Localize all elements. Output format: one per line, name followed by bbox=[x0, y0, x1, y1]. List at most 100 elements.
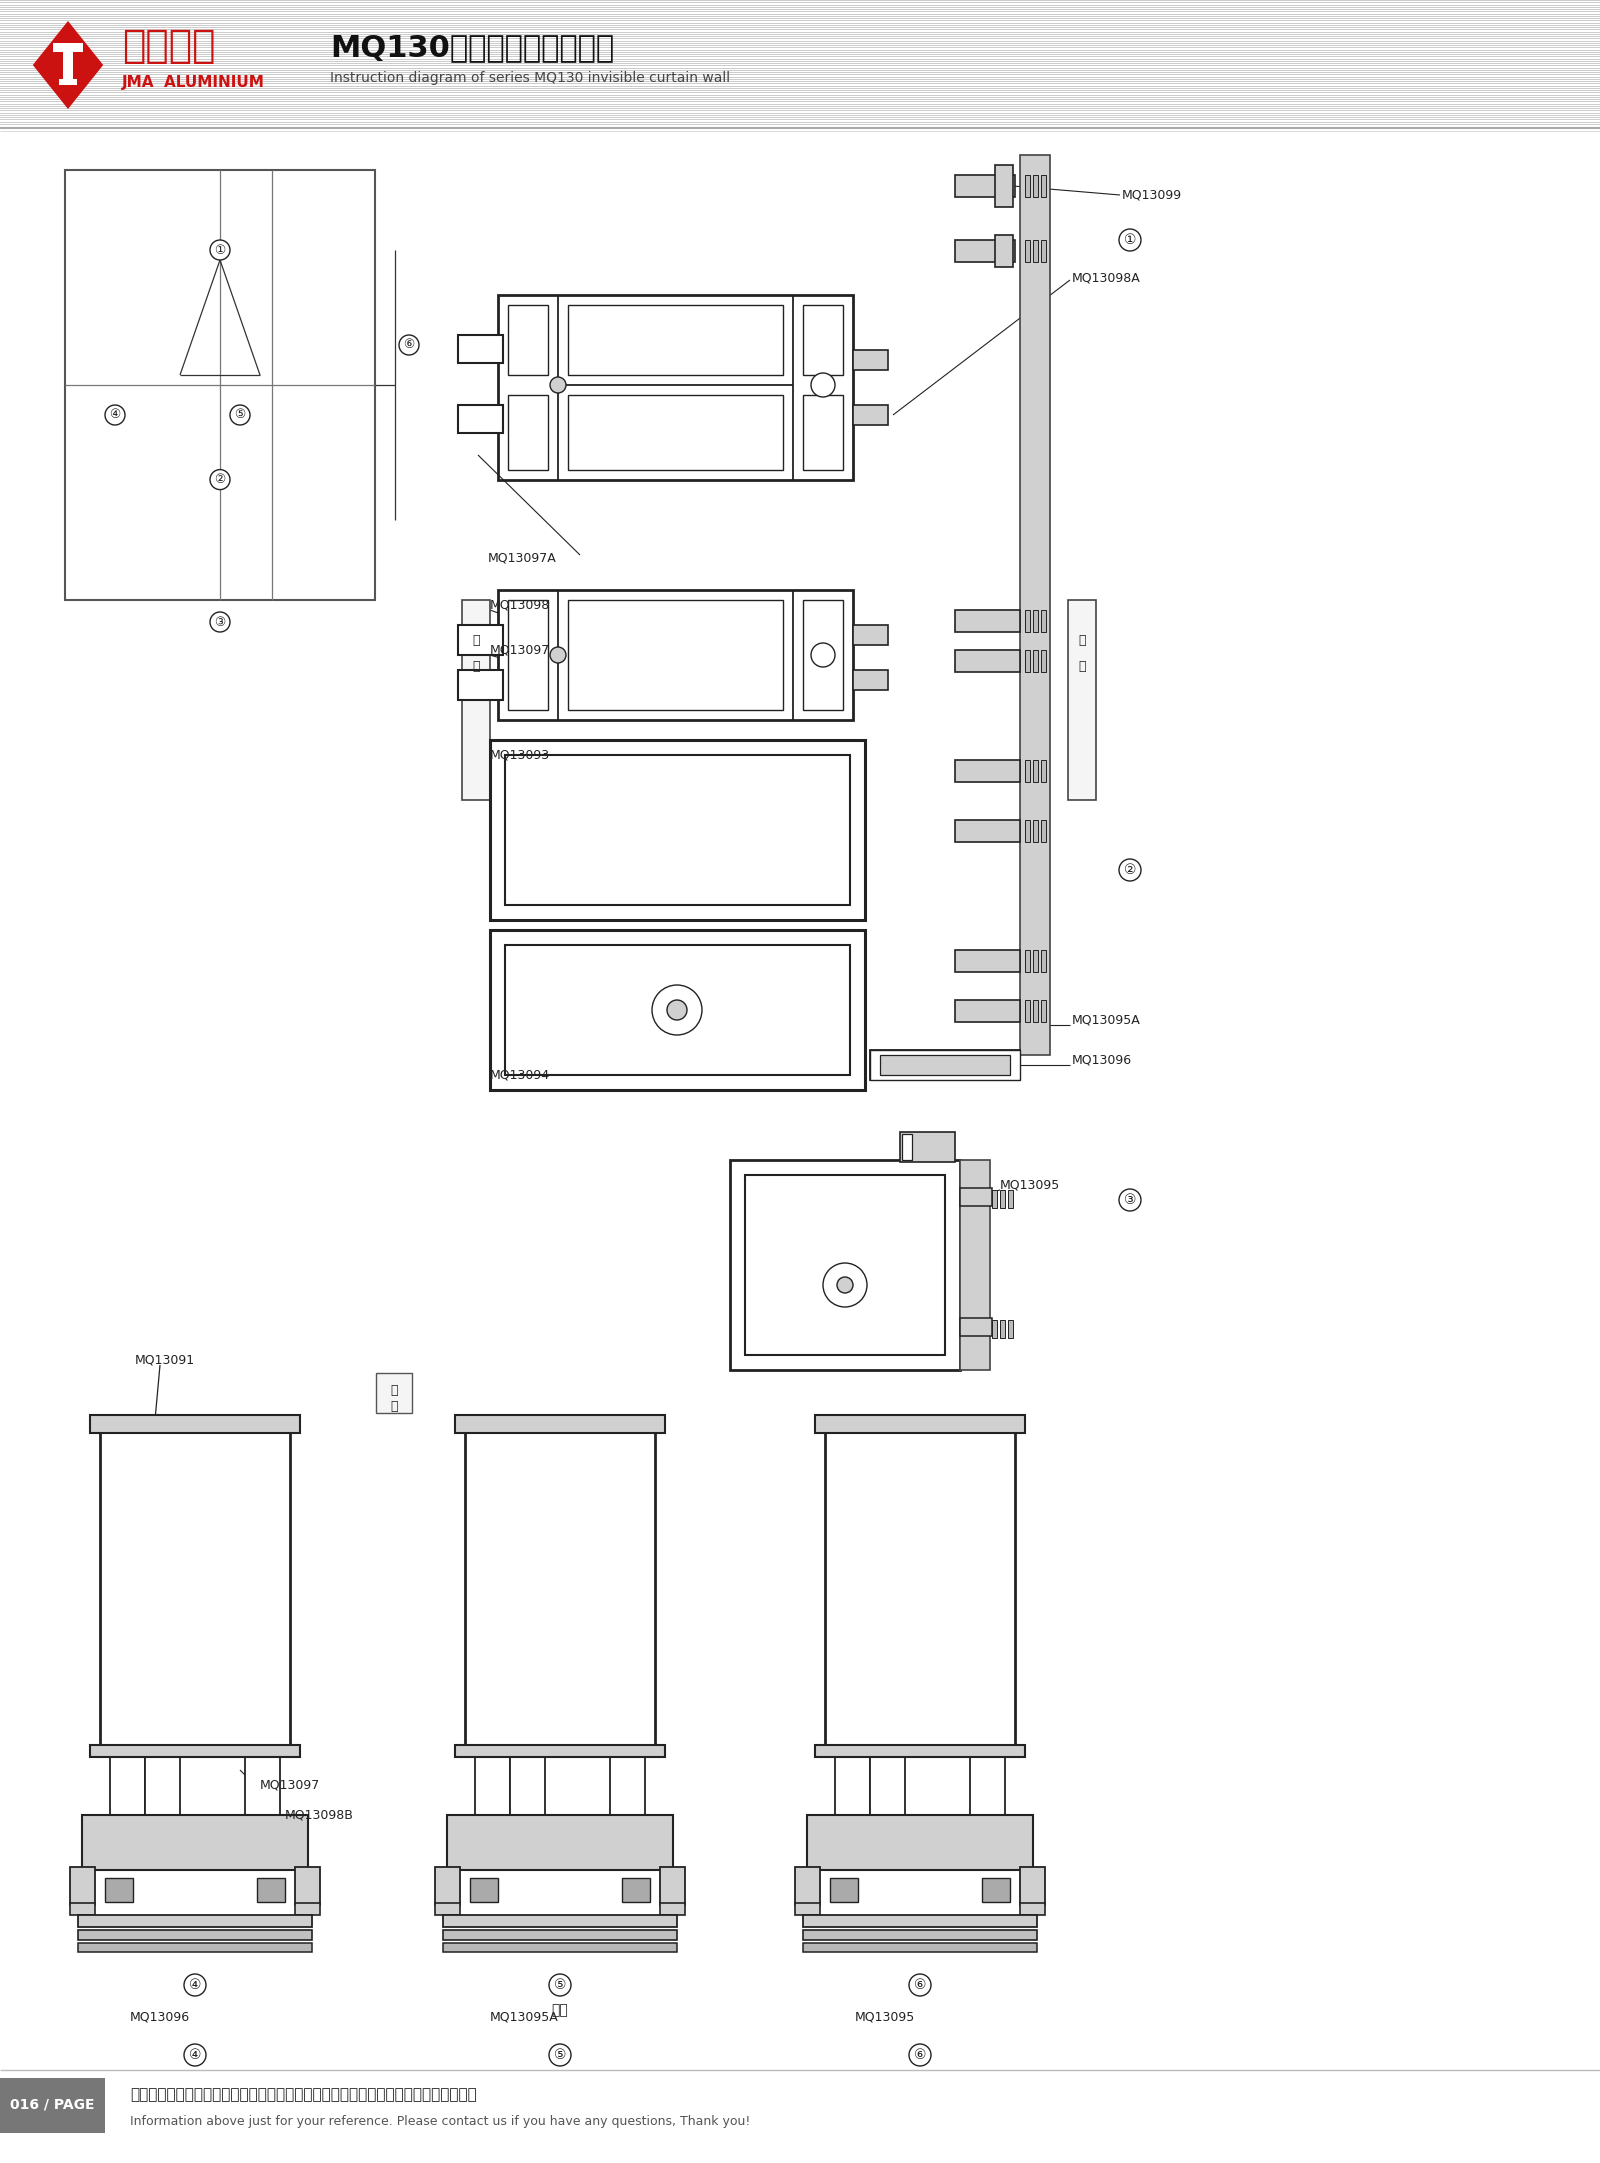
Bar bbox=[462, 599, 490, 800]
Bar bbox=[294, 1903, 320, 1914]
Bar bbox=[443, 1929, 677, 1940]
Circle shape bbox=[1118, 229, 1141, 251]
Bar bbox=[955, 950, 1021, 971]
Bar bbox=[803, 1914, 1037, 1927]
Bar bbox=[955, 651, 1021, 673]
Bar bbox=[458, 671, 502, 701]
Text: ③: ③ bbox=[214, 616, 226, 629]
Circle shape bbox=[811, 372, 835, 398]
Bar bbox=[70, 1867, 94, 1906]
Bar bbox=[509, 305, 547, 374]
Bar bbox=[1026, 240, 1030, 262]
Bar bbox=[498, 590, 853, 720]
Bar bbox=[661, 1867, 685, 1906]
Circle shape bbox=[184, 1975, 206, 1996]
Bar bbox=[443, 1914, 677, 1927]
Text: 室: 室 bbox=[472, 634, 480, 647]
Bar bbox=[1034, 759, 1038, 783]
Bar bbox=[960, 1317, 992, 1337]
Bar bbox=[1034, 651, 1038, 673]
Bar bbox=[992, 1319, 997, 1339]
Bar bbox=[568, 305, 782, 374]
Text: 外: 外 bbox=[1078, 660, 1086, 673]
Bar bbox=[1026, 175, 1030, 197]
Bar bbox=[1000, 1319, 1005, 1339]
Bar bbox=[803, 599, 843, 709]
Bar bbox=[955, 240, 1014, 262]
Text: MQ13096: MQ13096 bbox=[1072, 1053, 1133, 1066]
Bar bbox=[1034, 999, 1038, 1021]
Text: ⑤: ⑤ bbox=[554, 1977, 566, 1992]
Text: JMA  ALUMINIUM: JMA ALUMINIUM bbox=[122, 74, 266, 89]
Circle shape bbox=[550, 647, 566, 664]
Circle shape bbox=[909, 1975, 931, 1996]
Bar bbox=[1042, 820, 1046, 841]
Circle shape bbox=[1118, 859, 1141, 880]
Bar bbox=[814, 1746, 1026, 1756]
Bar bbox=[1042, 950, 1046, 971]
Text: ⑥: ⑥ bbox=[403, 337, 414, 353]
Bar bbox=[870, 1049, 1021, 1079]
Bar bbox=[0, 0, 1600, 130]
Bar bbox=[803, 1942, 1037, 1951]
Bar bbox=[1021, 1903, 1045, 1914]
Polygon shape bbox=[32, 22, 102, 108]
Bar bbox=[435, 1867, 461, 1906]
Text: ①: ① bbox=[214, 244, 226, 257]
Circle shape bbox=[210, 240, 230, 260]
Circle shape bbox=[1118, 1190, 1141, 1211]
Text: MQ13098A: MQ13098A bbox=[1072, 273, 1141, 286]
Bar bbox=[446, 1815, 674, 1871]
Bar bbox=[803, 305, 843, 374]
Bar bbox=[510, 1756, 546, 1817]
Text: MQ13095: MQ13095 bbox=[1000, 1179, 1061, 1192]
Bar bbox=[1026, 759, 1030, 783]
Bar bbox=[1042, 651, 1046, 673]
Bar bbox=[1034, 950, 1038, 971]
Bar bbox=[78, 1914, 312, 1927]
Bar bbox=[1042, 610, 1046, 632]
Bar bbox=[470, 1877, 498, 1901]
Bar bbox=[1042, 759, 1046, 783]
Bar bbox=[458, 404, 502, 433]
Text: ②: ② bbox=[214, 474, 226, 487]
Circle shape bbox=[210, 612, 230, 632]
Text: ④: ④ bbox=[109, 409, 120, 422]
Text: 内: 内 bbox=[390, 1399, 398, 1412]
Bar bbox=[661, 1903, 685, 1914]
Text: ④: ④ bbox=[189, 1977, 202, 1992]
Bar bbox=[955, 175, 1014, 197]
Bar bbox=[803, 396, 843, 469]
Circle shape bbox=[811, 642, 835, 666]
Bar bbox=[835, 1756, 870, 1817]
Bar bbox=[509, 396, 547, 469]
Bar bbox=[960, 1187, 992, 1207]
Bar bbox=[955, 759, 1021, 783]
Bar bbox=[1000, 1190, 1005, 1207]
Text: MQ13093: MQ13093 bbox=[490, 748, 550, 761]
Bar bbox=[454, 1415, 666, 1434]
Bar bbox=[995, 236, 1013, 266]
Bar bbox=[1042, 999, 1046, 1021]
Bar bbox=[1069, 599, 1096, 800]
Bar bbox=[1034, 240, 1038, 262]
Bar bbox=[106, 1877, 133, 1901]
Bar bbox=[1026, 820, 1030, 841]
Bar bbox=[899, 1131, 955, 1162]
Bar bbox=[1008, 1190, 1013, 1207]
Text: MQ13095: MQ13095 bbox=[854, 2009, 915, 2025]
Bar bbox=[1026, 950, 1030, 971]
Bar bbox=[568, 396, 782, 469]
Circle shape bbox=[398, 335, 419, 355]
Bar bbox=[1026, 651, 1030, 673]
Bar bbox=[1042, 175, 1046, 197]
Bar bbox=[955, 610, 1021, 632]
Text: MQ130系列隐框幕墙结构图: MQ130系列隐框幕墙结构图 bbox=[330, 32, 614, 63]
Circle shape bbox=[822, 1263, 867, 1306]
Text: ①: ① bbox=[1123, 234, 1136, 247]
Bar bbox=[955, 999, 1021, 1021]
Bar bbox=[746, 1175, 946, 1354]
Bar bbox=[814, 1415, 1026, 1434]
Bar bbox=[245, 1756, 280, 1817]
Bar bbox=[622, 1877, 650, 1901]
